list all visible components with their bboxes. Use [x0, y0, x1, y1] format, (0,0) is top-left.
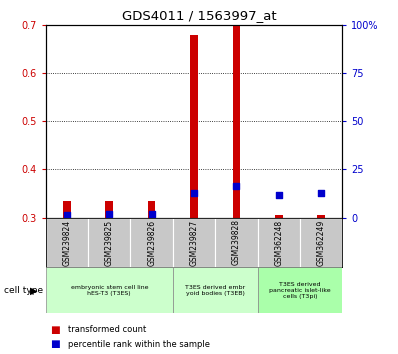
Text: GDS4011 / 1563997_at: GDS4011 / 1563997_at — [122, 9, 276, 22]
Point — [148, 211, 155, 217]
Text: GSM239826: GSM239826 — [147, 219, 156, 266]
Bar — [105, 201, 113, 218]
Bar — [148, 201, 156, 218]
Point — [191, 190, 197, 195]
Bar — [317, 215, 325, 218]
Point — [64, 212, 70, 218]
Text: T3ES derived
pancreatic islet-like
cells (T3pi): T3ES derived pancreatic islet-like cells… — [269, 282, 331, 298]
Bar — [232, 26, 240, 218]
Bar — [215, 218, 258, 267]
Point — [275, 192, 282, 198]
Bar — [190, 35, 198, 218]
Text: GSM239825: GSM239825 — [105, 219, 114, 266]
Text: T3ES derived embr
yoid bodies (T3EB): T3ES derived embr yoid bodies (T3EB) — [185, 285, 245, 296]
Text: ▶: ▶ — [30, 286, 37, 296]
Bar — [131, 218, 173, 267]
Point — [233, 183, 240, 189]
Text: GSM362248: GSM362248 — [274, 219, 283, 266]
Bar — [300, 218, 342, 267]
Bar — [275, 215, 283, 218]
Text: GSM239828: GSM239828 — [232, 219, 241, 266]
Text: transformed count: transformed count — [68, 325, 146, 335]
Bar — [46, 218, 88, 267]
Text: ■: ■ — [50, 339, 59, 349]
Text: cell type: cell type — [4, 286, 43, 296]
Text: ■: ■ — [50, 325, 59, 335]
Bar — [258, 267, 342, 313]
Text: GSM362249: GSM362249 — [316, 219, 326, 266]
Bar — [63, 201, 71, 218]
Point — [318, 190, 324, 195]
Text: GSM239827: GSM239827 — [189, 219, 199, 266]
Text: GSM239824: GSM239824 — [62, 219, 72, 266]
Bar — [46, 267, 173, 313]
Bar — [88, 218, 131, 267]
Bar — [173, 218, 215, 267]
Text: embryonic stem cell line
hES-T3 (T3ES): embryonic stem cell line hES-T3 (T3ES) — [70, 285, 148, 296]
Text: percentile rank within the sample: percentile rank within the sample — [68, 339, 210, 349]
Bar — [173, 267, 258, 313]
Bar — [258, 218, 300, 267]
Point — [106, 211, 113, 217]
